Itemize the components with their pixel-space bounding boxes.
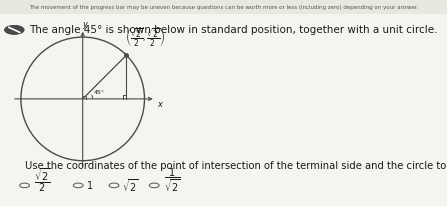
Text: $1$: $1$ [86, 179, 93, 191]
Text: y: y [82, 20, 88, 29]
Text: $\sqrt{2}$: $\sqrt{2}$ [122, 177, 139, 194]
Text: 45°: 45° [93, 90, 105, 95]
Text: $\dfrac{\sqrt{2}}{2}$: $\dfrac{\sqrt{2}}{2}$ [34, 166, 51, 194]
Text: Use the coordinates of the point of intersection of the terminal side and the ci: Use the coordinates of the point of inte… [25, 161, 447, 171]
Text: $\left(\dfrac{\sqrt{2}}{2},\dfrac{\sqrt{2}}{2}\right)$: $\left(\dfrac{\sqrt{2}}{2},\dfrac{\sqrt{… [125, 26, 165, 49]
Circle shape [4, 25, 24, 34]
Text: The movement of the progress bar may be uneven because questions can be worth mo: The movement of the progress bar may be … [29, 5, 418, 10]
Text: $\dfrac{1}{\sqrt{2}}$: $\dfrac{1}{\sqrt{2}}$ [164, 166, 181, 194]
Text: The angle 45° is shown below in standard position, together with a unit circle.: The angle 45° is shown below in standard… [29, 25, 438, 35]
Bar [0, 0, 447, 14]
Text: x: x [157, 99, 162, 109]
